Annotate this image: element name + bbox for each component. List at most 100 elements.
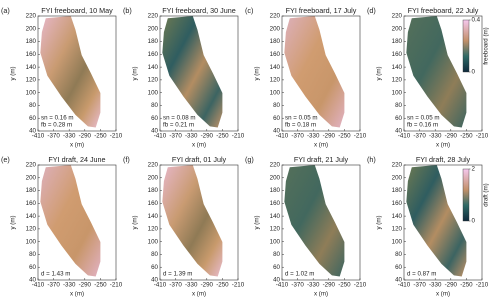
x-tick-label: -210 <box>110 133 123 140</box>
x-axis-label: x (m) <box>192 142 206 149</box>
x-tick-label: -410 <box>32 133 45 140</box>
y-tick-label: 60 <box>151 115 158 122</box>
ice-floe <box>284 165 345 277</box>
annotation: fb = 0.16 m <box>407 122 438 129</box>
y-tick-label: 200 <box>270 25 281 32</box>
panel-title: FYI draft, 01 July <box>172 155 227 164</box>
x-tick-label: -210 <box>354 282 367 289</box>
colorbar-label: freeboard (m) <box>483 27 490 64</box>
y-tick-label: 120 <box>392 77 403 84</box>
y-tick-label: 120 <box>26 226 37 233</box>
x-tick-label: -250 <box>338 282 351 289</box>
y-tick-label: 220 <box>270 13 281 20</box>
panel: -410 -370 -330 -290 -250 -210 40 60 80 100 120 140 1… <box>367 6 490 149</box>
annotation: fb = 0.21 m <box>163 122 194 129</box>
y-tick-label: 160 <box>26 51 37 58</box>
x-tick-label: -330 <box>185 133 198 140</box>
panel: -410 -370 -330 -290 -250 -210 40 60 80 100 120 140 1… <box>245 6 367 149</box>
x-tick-label: -410 <box>276 282 289 289</box>
y-tick-label: 120 <box>148 226 159 233</box>
x-tick-label: -290 <box>201 133 214 140</box>
x-tick-label: -290 <box>323 282 336 289</box>
y-tick-label: 100 <box>148 238 159 245</box>
panel-title: FYI freeboard, 22 July <box>408 6 479 15</box>
x-tick-label: -250 <box>338 133 351 140</box>
x-tick-label: -290 <box>201 282 214 289</box>
x-axis-label: x (m) <box>436 291 450 298</box>
annotation: d = 1.39 m <box>163 271 192 278</box>
y-tick-label: 140 <box>392 64 403 71</box>
y-tick-label: 60 <box>29 264 36 271</box>
panel-title: FYI freeboard, 30 June <box>162 6 236 15</box>
y-tick-label: 200 <box>148 174 159 181</box>
y-tick-label: 80 <box>273 251 280 258</box>
y-tick-label: 80 <box>151 251 158 258</box>
y-tick-label: 200 <box>392 25 403 32</box>
y-axis-label: y (m) <box>132 66 139 80</box>
colorbar <box>462 19 470 73</box>
y-tick-label: 220 <box>26 162 37 169</box>
axes-frame <box>403 15 483 132</box>
x-tick-label: -290 <box>445 133 458 140</box>
y-tick-label: 180 <box>270 38 281 45</box>
y-tick-label: 160 <box>148 200 159 207</box>
y-tick-label: 100 <box>148 89 159 96</box>
y-axis-label: y (m) <box>254 215 261 229</box>
y-tick-label: 80 <box>29 102 36 109</box>
y-tick-label: 220 <box>26 13 37 20</box>
y-tick-label: 160 <box>26 200 37 207</box>
y-tick-label: 220 <box>392 13 403 20</box>
y-tick-label: 100 <box>270 238 281 245</box>
x-tick-label: -330 <box>63 133 76 140</box>
annotation: d = 0.87 m <box>407 271 436 278</box>
y-tick-label: 100 <box>392 238 403 245</box>
y-tick-label: 40 <box>29 277 36 284</box>
y-tick-label: 140 <box>26 213 37 220</box>
x-axis-label: x (m) <box>436 142 450 149</box>
y-axis-label: y (m) <box>376 215 383 229</box>
colorbar-tick-label: 0.4 <box>472 17 481 24</box>
colorbar-tick-label: 0 <box>472 218 476 225</box>
annotation: sn = 0.05 m <box>285 115 318 122</box>
y-tick-label: 140 <box>26 64 37 71</box>
x-tick-label: -410 <box>154 133 167 140</box>
panel-label: (b) <box>123 6 132 15</box>
colorbar-tick-label: 2 <box>472 166 476 173</box>
y-tick-label: 140 <box>148 64 159 71</box>
y-tick-label: 160 <box>148 51 159 58</box>
colorbar <box>462 168 470 222</box>
x-tick-label: -410 <box>276 133 289 140</box>
ice-floe <box>406 16 467 128</box>
y-tick-label: 180 <box>26 38 37 45</box>
y-tick-label: 220 <box>270 162 281 169</box>
y-tick-label: 40 <box>29 128 36 135</box>
y-tick-label: 80 <box>29 251 36 258</box>
y-tick-label: 80 <box>151 102 158 109</box>
x-axis-label: x (m) <box>70 142 84 149</box>
panel-title: FYI freeboard, 17 July <box>286 6 357 15</box>
panel-label: (a) <box>1 6 10 15</box>
x-tick-label: -410 <box>32 282 45 289</box>
y-tick-label: 160 <box>270 200 281 207</box>
ice-floe <box>40 16 101 128</box>
y-tick-label: 40 <box>395 128 402 135</box>
panel-label: (h) <box>367 155 376 164</box>
y-tick-label: 100 <box>26 238 37 245</box>
y-tick-label: 180 <box>392 38 403 45</box>
x-tick-label: -250 <box>94 282 107 289</box>
y-tick-label: 100 <box>270 89 281 96</box>
x-tick-label: -250 <box>460 282 473 289</box>
y-tick-label: 140 <box>392 213 403 220</box>
y-tick-label: 60 <box>29 115 36 122</box>
x-tick-label: -210 <box>476 282 489 289</box>
panel: -410 -370 -330 -290 -250 -210 40 60 80 100 120 140 1… <box>123 6 245 149</box>
x-tick-label: -330 <box>307 282 320 289</box>
annotation: sn = 0.08 m <box>163 115 196 122</box>
y-tick-label: 140 <box>270 64 281 71</box>
y-tick-label: 180 <box>392 187 403 194</box>
x-tick-label: -410 <box>398 133 411 140</box>
y-tick-label: 200 <box>392 174 403 181</box>
x-axis-label: x (m) <box>314 291 328 298</box>
panel-title: FYI freeboard, 10 May <box>41 6 113 15</box>
axes-frame <box>403 164 483 281</box>
